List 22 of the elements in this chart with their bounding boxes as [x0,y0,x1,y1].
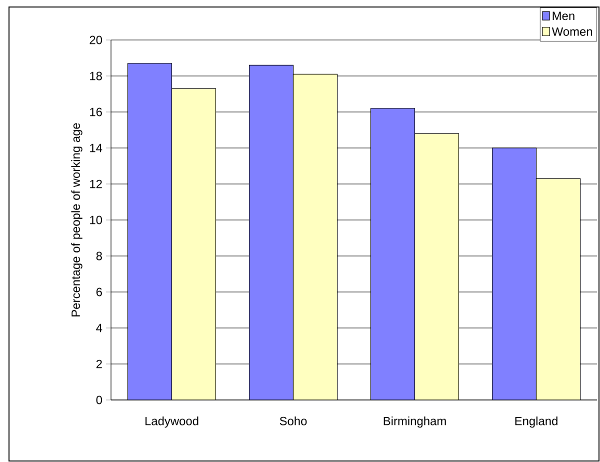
x-tick-label: Soho [280,416,307,426]
bar [414,133,460,400]
x-tick-label: Birmingham [384,416,446,428]
legend-label: Men [552,12,574,20]
y-tick-label: 2 [96,360,102,368]
y-axis-title: Percentage of people of working age [71,123,82,316]
y-tick-label: 14 [90,144,102,152]
bar [292,74,338,400]
x-tick-label: Ladywood [145,416,198,428]
x-tick-label: England [515,416,558,428]
bar [536,178,581,400]
y-tick-label: 4 [96,324,102,332]
legend-label: Women [552,27,592,36]
y-tick-label: 10 [90,216,102,224]
y-tick-label: 6 [96,288,102,296]
y-tick-label: 16 [90,108,102,116]
y-tick-label: 0 [96,396,102,404]
bar [171,88,216,400]
y-tick-label: 8 [96,252,102,260]
y-tick-label: 20 [90,36,102,44]
y-tick-label: 18 [90,72,102,80]
y-tick-label: 12 [90,180,102,188]
